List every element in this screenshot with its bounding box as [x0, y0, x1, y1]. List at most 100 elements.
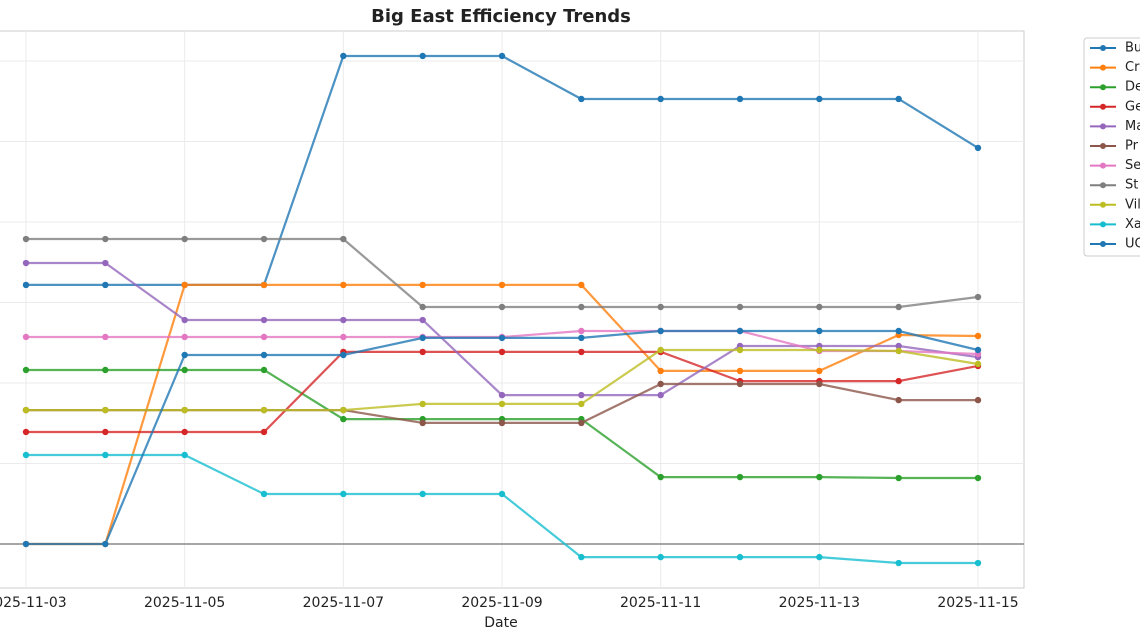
data-point: [260, 235, 268, 243]
data-point: [340, 333, 347, 341]
data-point: [102, 259, 109, 267]
data-point: [340, 351, 347, 359]
data-point: [22, 406, 30, 414]
data-point: [657, 346, 664, 354]
data-point: [102, 451, 109, 459]
data-point: [895, 303, 902, 311]
data-point: [260, 316, 268, 324]
legend-marker: [1100, 103, 1106, 110]
data-point: [816, 95, 823, 103]
data-point: [102, 366, 109, 374]
data-point: [895, 396, 902, 404]
data-point: [102, 333, 109, 341]
data-point: [895, 347, 902, 355]
data-point: [498, 419, 506, 427]
legend-label: Bu: [1125, 41, 1140, 56]
legend-marker: [1100, 84, 1106, 91]
legend-label: St: [1125, 178, 1138, 193]
data-point: [181, 406, 188, 414]
legend-marker: [1100, 221, 1106, 228]
data-point: [498, 348, 506, 356]
data-point: [181, 366, 188, 374]
legend-marker: [1100, 123, 1106, 130]
data-point: [22, 281, 30, 289]
legend-label: Xa: [1125, 217, 1140, 232]
data-point: [498, 391, 506, 399]
data-point: [102, 428, 109, 436]
data-point: [22, 333, 30, 341]
data-point: [578, 95, 585, 103]
data-point: [974, 474, 982, 482]
data-point: [974, 396, 982, 404]
x-tick-label: 2025-11-07: [303, 595, 384, 611]
data-point: [419, 334, 426, 342]
data-point: [102, 540, 109, 548]
data-point: [181, 235, 188, 243]
data-point: [498, 490, 506, 498]
data-point: [578, 303, 585, 311]
data-point: [736, 380, 744, 388]
data-point: [419, 303, 426, 311]
data-point: [181, 316, 188, 324]
x-tick-label: 2025-11-15: [937, 595, 1018, 611]
data-point: [260, 366, 268, 374]
data-point: [895, 474, 902, 482]
legend-marker: [1100, 45, 1106, 51]
data-point: [260, 406, 268, 414]
legend-marker: [1100, 241, 1106, 247]
x-tick-label: 2025-11-03: [0, 595, 67, 611]
data-point: [974, 559, 982, 567]
data-point: [419, 419, 426, 427]
legend-marker: [1100, 143, 1106, 149]
data-point: [181, 281, 188, 289]
data-point: [736, 473, 744, 481]
data-point: [816, 327, 823, 335]
data-point: [895, 95, 902, 103]
data-point: [102, 406, 109, 414]
data-point: [736, 553, 744, 561]
data-point: [974, 346, 982, 354]
data-point: [181, 428, 188, 436]
data-point: [895, 377, 902, 385]
data-point: [657, 95, 664, 103]
data-point: [895, 327, 902, 335]
data-point: [260, 490, 268, 498]
data-point: [578, 348, 585, 356]
chart-title: Big East Efficiency Trends: [371, 6, 631, 27]
legend-label: Se: [1125, 158, 1140, 173]
data-point: [260, 281, 268, 289]
data-point: [22, 259, 30, 267]
plot-area: [0, 30, 1025, 589]
legend-label: Ma: [1125, 119, 1140, 134]
data-point: [340, 490, 347, 498]
data-point: [22, 428, 30, 436]
data-point: [974, 144, 982, 152]
legend-label: Cr: [1125, 60, 1140, 75]
legend-label: Vil: [1125, 197, 1140, 212]
data-point: [181, 333, 188, 341]
x-tick-label: 2025-11-13: [779, 595, 860, 611]
data-point: [816, 380, 823, 388]
data-point: [657, 327, 664, 335]
data-point: [736, 346, 744, 354]
x-tick-label: 2025-11-11: [620, 595, 701, 611]
data-point: [22, 366, 30, 374]
legend-marker: [1100, 64, 1106, 71]
legend-label: De: [1125, 80, 1140, 95]
data-point: [22, 451, 30, 459]
data-point: [340, 281, 347, 289]
data-point: [340, 316, 347, 324]
data-point: [498, 400, 506, 408]
legend-label: Pr: [1125, 139, 1139, 154]
data-point: [498, 334, 506, 342]
data-point: [102, 235, 109, 243]
x-tick-label: 2025-11-09: [461, 595, 542, 611]
data-point: [657, 553, 664, 561]
data-point: [816, 367, 823, 375]
legend-label: Ge: [1125, 99, 1140, 114]
x-tick-label: 2025-11-05: [144, 595, 225, 611]
data-point: [657, 391, 664, 399]
data-point: [816, 303, 823, 311]
data-point: [340, 52, 347, 60]
